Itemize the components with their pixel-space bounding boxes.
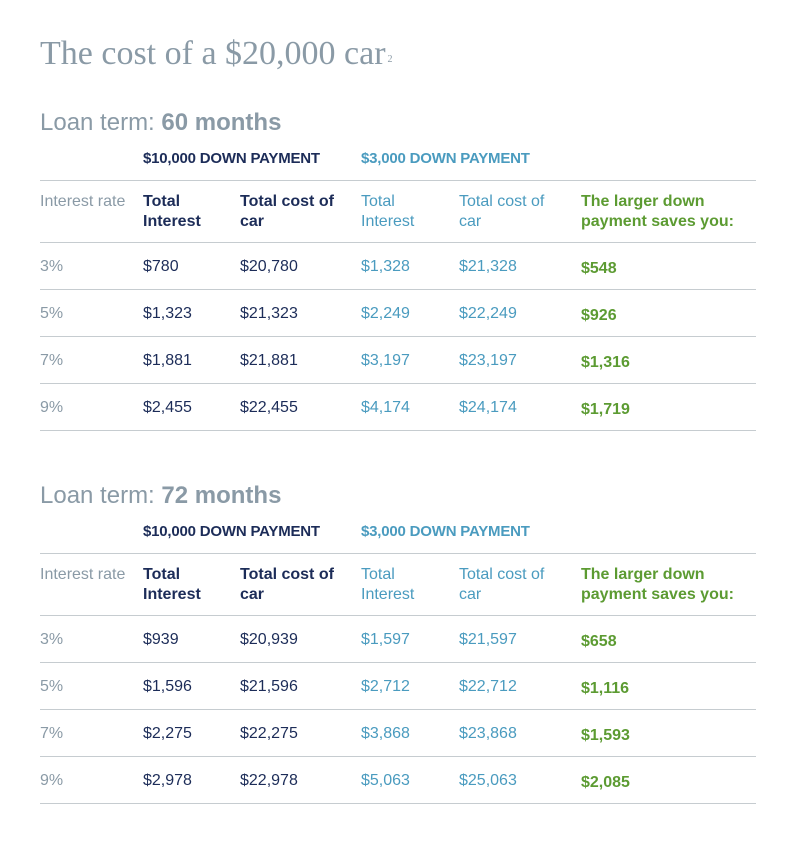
cost-3k-cell: $25,063 [459, 772, 517, 789]
table-row: 3% $780 $20,780 $1,328 $21,328 $548 [40, 243, 756, 290]
rate-cell: 9% [40, 772, 64, 789]
table-row: 7% $1,881 $21,881 $3,197 $23,197 $1,316 [40, 337, 756, 384]
rate-cell: 9% [40, 399, 64, 416]
savings-cell: $548 [581, 260, 617, 277]
table-row: 7% $2,275 $22,275 $3,868 $23,868 $1,593 [40, 710, 756, 757]
rate-cell: 3% [40, 631, 64, 648]
interest-10k-cell: $2,455 [143, 399, 192, 416]
col-header-interest-3k: Total Interest [361, 566, 415, 603]
cost-10k-cell: $21,596 [240, 678, 298, 695]
savings-cell: $2,085 [581, 774, 630, 791]
col-header-cost-10k: Total cost of car [240, 566, 334, 603]
col-header-cost-3k: Total cost of car [459, 566, 545, 603]
savings-cell: $1,116 [581, 680, 630, 697]
savings-cell: $926 [581, 307, 617, 324]
col-header-savings: The larger down payment saves you: [581, 566, 734, 603]
interest-3k-cell: $1,328 [361, 258, 410, 275]
col-header-rate: Interest rate [40, 193, 126, 210]
cost-10k-cell: $22,978 [240, 772, 298, 789]
interest-10k-cell: $1,596 [143, 678, 192, 695]
group-label-3k: $3,000 DOWN PAYMENT [361, 523, 530, 540]
savings-cell: $1,316 [581, 354, 630, 371]
table-row: 5% $1,596 $21,596 $2,712 $22,712 $1,116 [40, 663, 756, 710]
loan-term-72-table: Loan term: 72 months $10,000 DOWN PAYMEN… [40, 481, 756, 804]
table-row: 3% $939 $20,939 $1,597 $21,597 $658 [40, 616, 756, 663]
col-header-cost-3k: Total cost of car [459, 193, 545, 230]
col-header-rate: Interest rate [40, 566, 126, 583]
interest-10k-cell: $2,978 [143, 772, 192, 789]
col-header-savings: The larger down payment saves you: [581, 193, 734, 230]
rate-cell: 5% [40, 678, 64, 695]
cost-3k-cell: $21,597 [459, 631, 517, 648]
interest-3k-cell: $1,597 [361, 631, 410, 648]
cost-10k-cell: $20,780 [240, 258, 298, 275]
table-row: 9% $2,978 $22,978 $5,063 $25,063 $2,085 [40, 757, 756, 804]
group-header-row: $10,000 DOWN PAYMENT $3,000 DOWN PAYMENT [40, 511, 756, 553]
rate-cell: 5% [40, 305, 64, 322]
interest-3k-cell: $4,174 [361, 399, 410, 416]
loan-term-60-table: Loan term: 60 months $10,000 DOWN PAYMEN… [40, 108, 756, 431]
interest-3k-cell: $5,063 [361, 772, 410, 789]
column-header-row: Interest rate Total Interest Total cost … [40, 180, 756, 243]
rate-cell: 7% [40, 725, 64, 742]
savings-cell: $1,593 [581, 727, 630, 744]
section-title: Loan term: 72 months [40, 482, 282, 509]
group-label-3k: $3,000 DOWN PAYMENT [361, 150, 530, 167]
cost-10k-cell: $21,323 [240, 305, 298, 322]
col-header-interest-3k: Total Interest [361, 193, 415, 230]
rate-cell: 7% [40, 352, 64, 369]
interest-10k-cell: $1,881 [143, 352, 192, 369]
interest-3k-cell: $2,712 [361, 678, 410, 695]
cost-10k-cell: $22,275 [240, 725, 298, 742]
interest-10k-cell: $2,275 [143, 725, 192, 742]
cost-10k-cell: $21,881 [240, 352, 298, 369]
savings-cell: $1,719 [581, 401, 630, 418]
col-header-cost-10k: Total cost of car [240, 193, 334, 230]
group-label-10k: $10,000 DOWN PAYMENT [143, 150, 320, 167]
title-footnote-marker: 2 [387, 54, 393, 65]
cost-10k-cell: $20,939 [240, 631, 298, 648]
group-label-10k: $10,000 DOWN PAYMENT [143, 523, 320, 540]
savings-cell: $658 [581, 633, 617, 650]
page-title: The cost of a $20,000 car 2 [40, 30, 393, 78]
cost-3k-cell: $23,197 [459, 352, 517, 369]
table-row: 5% $1,323 $21,323 $2,249 $22,249 $926 [40, 290, 756, 337]
cost-10k-cell: $22,455 [240, 399, 298, 416]
column-header-row: Interest rate Total Interest Total cost … [40, 553, 756, 616]
col-header-interest-10k: Total Interest [143, 193, 201, 230]
cost-3k-cell: $23,868 [459, 725, 517, 742]
rate-cell: 3% [40, 258, 64, 275]
title-text: The cost of a $20,000 car [40, 35, 386, 72]
group-header-row: $10,000 DOWN PAYMENT $3,000 DOWN PAYMENT [40, 138, 756, 180]
cost-3k-cell: $22,249 [459, 305, 517, 322]
interest-3k-cell: $2,249 [361, 305, 410, 322]
interest-10k-cell: $1,323 [143, 305, 192, 322]
cost-3k-cell: $21,328 [459, 258, 517, 275]
interest-3k-cell: $3,197 [361, 352, 410, 369]
section-title: Loan term: 60 months [40, 109, 282, 136]
col-header-interest-10k: Total Interest [143, 566, 201, 603]
interest-10k-cell: $939 [143, 631, 179, 648]
cost-3k-cell: $24,174 [459, 399, 517, 416]
interest-10k-cell: $780 [143, 258, 179, 275]
cost-3k-cell: $22,712 [459, 678, 517, 695]
table-row: 9% $2,455 $22,455 $4,174 $24,174 $1,719 [40, 384, 756, 431]
interest-3k-cell: $3,868 [361, 725, 410, 742]
